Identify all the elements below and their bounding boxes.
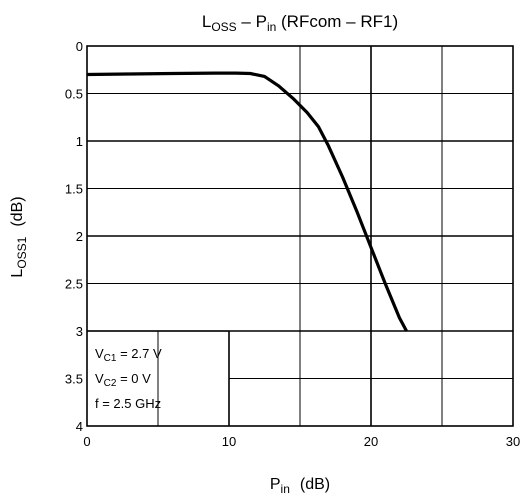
title-rest-sub: in <box>267 20 276 34</box>
plot-frame <box>86 45 514 427</box>
annotation-line: VC2 = 0 V <box>95 371 151 389</box>
annotation-rest: = 0 V <box>116 371 151 386</box>
title-rest-b: (RFcom – RF1) <box>276 12 398 31</box>
grid-group <box>87 46 513 426</box>
ylabel-sub: OSS1 <box>15 236 29 268</box>
annotation-sub: C2 <box>104 378 117 389</box>
xlabel-sub: in <box>281 482 290 496</box>
y-tick-label: 4 <box>76 419 83 434</box>
ylabel-unit: (dB) <box>9 196 26 226</box>
title-rest-a: – P <box>237 12 267 31</box>
x-tick-labels: 0 10 20 30 <box>83 434 520 449</box>
xlabel-unit: (dB) <box>300 476 330 493</box>
y-axis-label: LOSS1 (dB) <box>9 196 29 277</box>
title-main: L <box>202 12 211 31</box>
y-tick-label: 0.5 <box>65 87 83 102</box>
y-tick-label: 1.5 <box>65 182 83 197</box>
y-tick-label: 1 <box>76 134 83 149</box>
annotation-main: f = 2.5 GHz <box>95 396 161 411</box>
y-tick-label: 0 <box>76 39 83 54</box>
annotation-line: f = 2.5 GHz <box>95 396 161 411</box>
series-line <box>86 71 408 332</box>
y-tick-label: 3 <box>76 324 83 339</box>
y-tick-label: 2 <box>76 229 83 244</box>
y-tick-label: 2.5 <box>65 277 83 292</box>
annotation-line: VC1 = 2.7 V <box>95 346 162 364</box>
x-tick-label: 10 <box>222 434 236 449</box>
annotation-main: V <box>95 346 104 361</box>
annotation-rest: = 2.7 V <box>116 346 161 361</box>
ylabel-main: L <box>9 269 26 278</box>
xlabel-main: P <box>270 476 281 493</box>
annotation-sub: C1 <box>104 353 117 364</box>
title-main-sub: OSS <box>211 20 236 34</box>
y-tick-label: 3.5 <box>65 372 83 387</box>
x-tick-label: 30 <box>506 434 520 449</box>
chart-title: LOSS – Pin (RFcom – RF1) <box>202 12 398 34</box>
x-axis-label: Pin (dB) <box>270 476 330 496</box>
annotation-main: V <box>95 371 104 386</box>
x-tick-label: 0 <box>83 434 90 449</box>
y-tick-labels: 0 0.5 1 1.5 2 2.5 3 3.5 4 <box>65 39 83 434</box>
x-tick-label: 20 <box>364 434 378 449</box>
